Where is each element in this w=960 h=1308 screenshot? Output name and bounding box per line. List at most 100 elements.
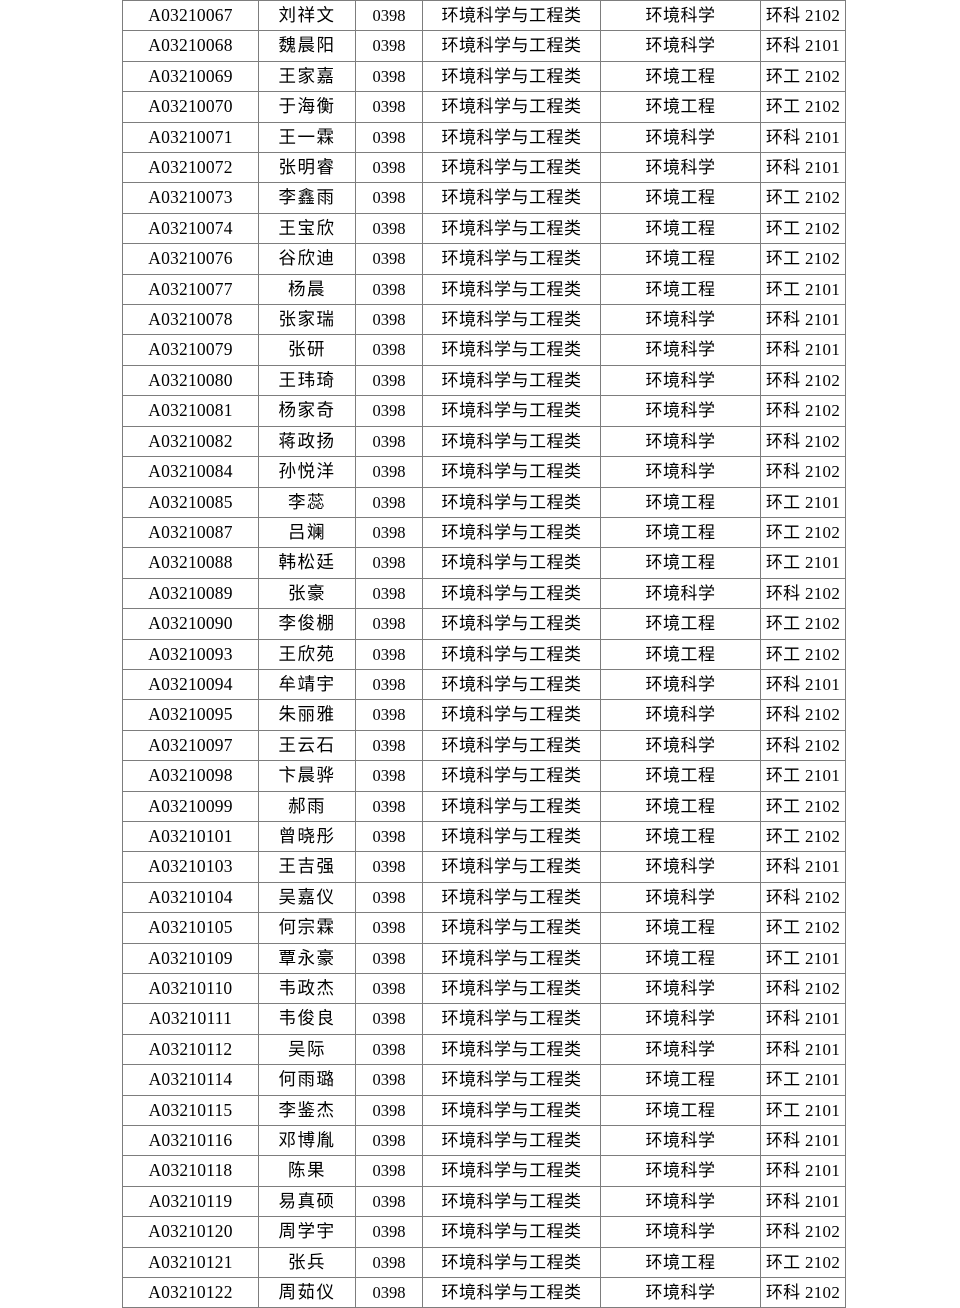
table-cell-student-id: A03210069 — [122, 60, 259, 93]
table-cell-student-id: A03210070 — [122, 91, 259, 123]
table-cell-name: 王宝欣 — [258, 212, 356, 245]
table-cell-class: 环工 2101 — [760, 942, 846, 975]
table-cell-category: 环境科学与工程类 — [422, 942, 601, 975]
table-cell-class: 环工 2102 — [760, 182, 846, 214]
table-cell-student-id: A03210089 — [122, 577, 259, 610]
table-cell-name: 覃永豪 — [258, 942, 356, 975]
table-cell-code: 0398 — [355, 942, 423, 975]
table-row: A03210074 王宝欣 0398 环境科学与工程类 环境工程 环工 2102 — [122, 212, 846, 245]
table-row: A03210082 蒋政扬 0398 环境科学与工程类 环境科学 环科 2102 — [122, 425, 846, 458]
table-cell-student-id: A03210104 — [122, 881, 259, 914]
table-cell-class: 环科 2102 — [760, 395, 846, 427]
table-cell-major: 环境科学 — [600, 851, 761, 883]
table-cell-code: 0398 — [355, 1033, 423, 1066]
table-cell-name: 李蕊 — [258, 486, 356, 518]
table-cell-name: 韦政杰 — [258, 972, 356, 1005]
table-row: A03210078 张家瑞 0398 环境科学与工程类 环境科学 环科 2101 — [122, 304, 846, 336]
table-cell-category: 环境科学与工程类 — [422, 638, 601, 670]
table-cell-name: 蒋政扬 — [258, 425, 356, 458]
table-cell-student-id: A03210095 — [122, 699, 259, 731]
table-cell-class: 环工 2101 — [760, 486, 846, 518]
table-cell-major: 环境科学 — [600, 334, 761, 366]
table-cell-code: 0398 — [355, 334, 423, 366]
table-row: A03210073 李鑫雨 0398 环境科学与工程类 环境工程 环工 2102 — [122, 182, 846, 214]
table-cell-name: 王一霖 — [258, 121, 356, 154]
table-cell-name: 韦俊良 — [258, 1003, 356, 1035]
table-cell-category: 环境科学与工程类 — [422, 1155, 601, 1187]
table-cell-code: 0398 — [355, 729, 423, 762]
table-cell-code: 0398 — [355, 608, 423, 640]
table-cell-class: 环科 2102 — [760, 0, 846, 32]
table-row: A03210111 韦俊良 0398 环境科学与工程类 环境科学 环科 2101 — [122, 1003, 846, 1035]
table-cell-student-id: A03210119 — [122, 1185, 259, 1218]
table-cell-student-id: A03210076 — [122, 243, 259, 275]
table-cell-category: 环境科学与工程类 — [422, 243, 601, 275]
table-cell-name: 魏晨阳 — [258, 30, 356, 62]
table-cell-code: 0398 — [355, 547, 423, 579]
table-cell-student-id: A03210118 — [122, 1155, 259, 1187]
table-cell-student-id: A03210068 — [122, 30, 259, 62]
table-cell-category: 环境科学与工程类 — [422, 425, 601, 458]
table-row: A03210112 吴际 0398 环境科学与工程类 环境科学 环科 2101 — [122, 1033, 846, 1066]
table-cell-major: 环境科学 — [600, 456, 761, 488]
table-cell-major: 环境工程 — [600, 243, 761, 275]
table-cell-class: 环工 2102 — [760, 638, 846, 670]
table-cell-code: 0398 — [355, 273, 423, 306]
table-cell-major: 环境科学 — [600, 0, 761, 32]
table-cell-class: 环工 2102 — [760, 820, 846, 853]
table-cell-category: 环境科学与工程类 — [422, 121, 601, 154]
table-row: A03210081 杨家奇 0398 环境科学与工程类 环境科学 环科 2102 — [122, 395, 846, 427]
table-cell-name: 吴际 — [258, 1033, 356, 1066]
table-cell-category: 环境科学与工程类 — [422, 1185, 601, 1218]
table-cell-category: 环境科学与工程类 — [422, 547, 601, 579]
table-row: A03210076 谷欣迪 0398 环境科学与工程类 环境工程 环工 2102 — [122, 243, 846, 275]
table-cell-major: 环境工程 — [600, 516, 761, 549]
table-cell-category: 环境科学与工程类 — [422, 456, 601, 488]
table-cell-name: 何宗霖 — [258, 912, 356, 944]
table-cell-major: 环境科学 — [600, 121, 761, 154]
table-cell-student-id: A03210078 — [122, 304, 259, 336]
table-cell-student-id: A03210090 — [122, 608, 259, 640]
table-cell-code: 0398 — [355, 1185, 423, 1218]
roster-table-body: A03210067 刘祥文 0398 环境科学与工程类 环境科学 环科 2102 A0321… — [122, 0, 846, 1308]
table-row: A03210121 张兵 0398 环境科学与工程类 环境工程 环工 2102 — [122, 1246, 846, 1279]
table-cell-student-id: A03210122 — [122, 1277, 259, 1308]
table-cell-code: 0398 — [355, 1094, 423, 1127]
table-cell-code: 0398 — [355, 152, 423, 184]
table-cell-major: 环境科学 — [600, 668, 761, 701]
table-cell-code: 0398 — [355, 121, 423, 154]
table-cell-category: 环境科学与工程类 — [422, 152, 601, 184]
table-cell-class: 环工 2102 — [760, 516, 846, 549]
table-row: A03210116 邓博胤 0398 环境科学与工程类 环境科学 环科 2101 — [122, 1125, 846, 1157]
table-cell-class: 环科 2101 — [760, 1033, 846, 1066]
table-cell-class: 环科 2101 — [760, 1125, 846, 1157]
table-row: A03210068 魏晨阳 0398 环境科学与工程类 环境科学 环科 2101 — [122, 30, 846, 62]
table-cell-major: 环境工程 — [600, 1094, 761, 1127]
table-cell-name: 易真硕 — [258, 1185, 356, 1218]
table-cell-student-id: A03210101 — [122, 820, 259, 853]
table-row: A03210090 李俊棚 0398 环境科学与工程类 环境工程 环工 2102 — [122, 608, 846, 640]
table-cell-student-id: A03210073 — [122, 182, 259, 214]
table-cell-class: 环工 2101 — [760, 1064, 846, 1096]
table-cell-code: 0398 — [355, 304, 423, 336]
table-cell-student-id: A03210099 — [122, 790, 259, 822]
table-cell-student-id: A03210087 — [122, 516, 259, 549]
table-cell-name: 吕斓 — [258, 516, 356, 549]
table-cell-student-id: A03210097 — [122, 729, 259, 762]
table-cell-code: 0398 — [355, 30, 423, 62]
table-cell-class: 环科 2101 — [760, 334, 846, 366]
table-cell-category: 环境科学与工程类 — [422, 30, 601, 62]
table-cell-student-id: A03210077 — [122, 273, 259, 306]
table-cell-class: 环科 2102 — [760, 425, 846, 458]
table-cell-category: 环境科学与工程类 — [422, 577, 601, 610]
page-root: A03210067 刘祥文 0398 环境科学与工程类 环境科学 环科 2102 A0321… — [122, 0, 846, 1308]
table-cell-code: 0398 — [355, 577, 423, 610]
table-cell-class: 环科 2102 — [760, 364, 846, 397]
table-row: A03210085 李蕊 0398 环境科学与工程类 环境工程 环工 2101 — [122, 486, 846, 518]
table-cell-class: 环工 2101 — [760, 760, 846, 792]
table-cell-name: 王吉强 — [258, 851, 356, 883]
table-cell-class: 环科 2102 — [760, 729, 846, 762]
table-cell-class: 环科 2102 — [760, 972, 846, 1005]
table-cell-student-id: A03210085 — [122, 486, 259, 518]
table-cell-category: 环境科学与工程类 — [422, 699, 601, 731]
